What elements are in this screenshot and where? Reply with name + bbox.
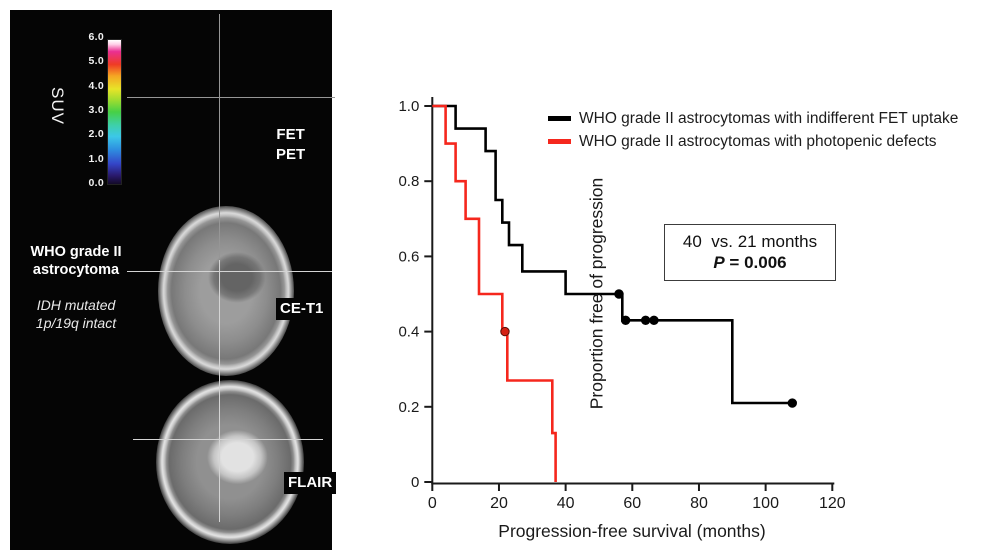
diagnosis-line2: astrocytoma	[32, 262, 120, 278]
genetics-line1: IDH mutated	[36, 297, 116, 313]
colorbar-tick-labels: 6.0 5.0 4.0 3.0 2.0 1.0 0.0	[60, 32, 104, 188]
crosshair-horizontal	[127, 97, 335, 98]
x-tick-label: 80	[690, 495, 708, 512]
flair-image	[156, 380, 304, 544]
y-tick-label: 0.2	[398, 399, 419, 416]
y-axis-title: Proportion free of progression	[586, 177, 607, 410]
colorbar-tick: 4.0	[88, 79, 104, 92]
x-tick-label: 60	[623, 495, 641, 512]
suv-colorbar	[107, 39, 122, 185]
fet-pet-image	[150, 26, 302, 202]
diagnosis-label: WHO grade II astrocytoma	[18, 243, 134, 279]
legend-item-photopenic-defects: WHO grade II astrocytomas with photopeni…	[548, 130, 958, 153]
legend-item-indifferent-uptake: WHO grade II astrocytomas with indiffere…	[548, 107, 958, 130]
x-tick-label: 0	[428, 495, 437, 512]
legend-swatch-black	[548, 116, 571, 121]
imaging-panel: SUV 6.0 5.0 4.0 3.0 2.0 1.0 0.0 WHO grad…	[10, 10, 337, 550]
y-tick-label: 0.4	[398, 324, 419, 341]
y-tick-label: 0	[411, 474, 419, 491]
genetics-line2: 1p/19q intact	[35, 315, 117, 331]
x-tick-label: 20	[490, 495, 508, 512]
colorbar-tick: 0.0	[88, 176, 104, 189]
legend: WHO grade II astrocytomas with indiffere…	[548, 107, 958, 153]
censor-mark	[620, 315, 631, 326]
y-tick-label: 0.6	[398, 248, 419, 265]
ce-t1-label: CE-T1	[276, 298, 328, 320]
crosshair-horizontal	[133, 439, 323, 440]
legend-label: WHO grade II astrocytomas with indiffere…	[579, 109, 959, 127]
median-comparison-text: 40 vs. 21 months	[682, 232, 818, 251]
km-curve-photopenic-defects	[432, 104, 557, 482]
km-curve-indifferent-uptake	[432, 104, 793, 405]
fet-pet-label: FET PET	[272, 124, 310, 166]
ce-t1-image	[158, 206, 294, 376]
p-symbol: P	[713, 253, 725, 272]
censor-mark	[614, 289, 624, 299]
y-tick-label: 0.8	[398, 173, 419, 190]
legend-label: WHO grade II astrocytomas with photopeni…	[579, 132, 937, 150]
colorbar-tick: 2.0	[88, 128, 104, 141]
km-survival-chart: 0 20 40 60 80 100 120 1.0 0.8 0.6 0.4 0.2 0 Proporti…	[340, 0, 995, 560]
x-tick-label: 40	[557, 495, 575, 512]
legend-swatch-red	[548, 139, 571, 144]
crosshair-vertical	[219, 360, 220, 522]
diagnosis-line1: WHO grade II	[30, 244, 122, 260]
censor-mark	[649, 315, 659, 326]
censor-mark	[787, 398, 797, 408]
genetics-label: IDH mutated 1p/19q intact	[18, 296, 134, 332]
flair-label: FLAIR	[284, 472, 337, 494]
colorbar-tick: 1.0	[88, 152, 104, 165]
crosshair-horizontal	[127, 271, 332, 272]
p-value-text: P = 0.006	[713, 253, 786, 273]
crosshair-vertical	[219, 260, 220, 360]
p-value: = 0.006	[724, 253, 787, 272]
censor-mark	[500, 326, 510, 337]
median-survival-annotation: 40 vs. 21 months P = 0.006	[664, 224, 836, 281]
colorbar-tick: 3.0	[88, 103, 104, 116]
x-tick-label: 100	[752, 495, 779, 512]
colorbar-tick: 6.0	[88, 31, 104, 43]
colorbar-tick: 5.0	[88, 55, 104, 68]
censor-mark	[640, 315, 651, 326]
km-plot-canvas: 0 20 40 60 80 100 120 1.0 0.8 0.6 0.4 0.2 0	[398, 97, 846, 512]
y-tick-label: 1.0	[398, 98, 419, 115]
x-tick-label: 120	[819, 495, 846, 512]
crosshair-vertical	[219, 14, 220, 258]
x-axis-title: Progression-free survival (months)	[498, 521, 766, 541]
